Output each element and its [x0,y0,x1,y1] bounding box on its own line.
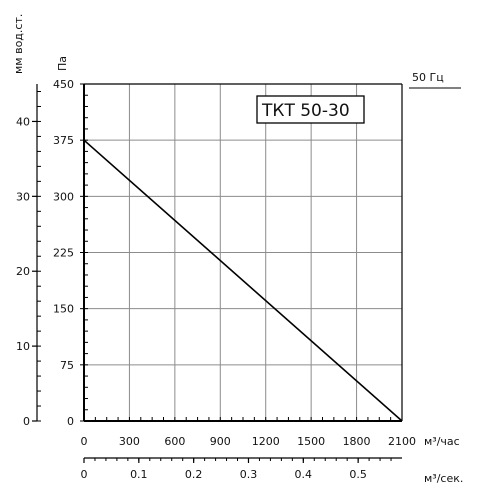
frequency-label: 50 Гц [412,71,444,84]
x-unit-m3s: м³/сек. [424,472,463,485]
x-tick-label-m3s: 0.4 [295,468,313,481]
y-tick-label-pa: 225 [53,247,74,260]
y-unit-pa: Па [56,56,69,71]
x-tick-label-m3s: 0 [81,468,88,481]
x-tick-label-m3s: 0.1 [130,468,148,481]
x-tick-label-m3h: 0 [81,435,88,448]
y-tick-label-pa: 375 [53,134,74,147]
y-tick-label-mm: 10 [16,340,30,353]
x-tick-label-m3s: 0.5 [349,468,367,481]
x-tick-label-m3s: 0.3 [240,468,258,481]
x-tick-label-m3s: 0.2 [185,468,203,481]
y-tick-label-mm: 0 [23,415,30,428]
x-tick-label-m3h: 1200 [252,435,280,448]
x-tick-label-m3h: 1800 [343,435,371,448]
y-tick-label-mm: 20 [16,265,30,278]
x-tick-label-m3h: 1500 [297,435,325,448]
series [83,139,403,422]
ticks: 0 75 150 225 300 375 450 0 10 20 30 40 0 300 600 900 120… [16,78,416,481]
x-tick-label-m3h: 2100 [388,435,416,448]
y-tick-label-pa: 75 [60,359,74,372]
y-tick-label-pa: 0 [67,415,74,428]
y-tick-label-mm: 30 [16,190,30,203]
y-tick-label-pa: 450 [53,78,74,91]
y-unit-mm: мм вод.ст. [12,14,25,74]
performance-curve [83,139,403,422]
x-unit-m3h: м³/час [424,435,460,448]
x-tick-label-m3h: 300 [119,435,140,448]
y-tick-label-pa: 300 [53,190,74,203]
title-box [256,95,365,124]
y-tick-label-mm: 40 [16,115,30,128]
chart-title: ТКТ 50-30 [261,101,350,121]
x-tick-label-m3h: 600 [164,435,185,448]
grid [84,84,402,421]
y-tick-label-pa: 150 [53,303,74,316]
x-tick-label-m3h: 900 [210,435,231,448]
